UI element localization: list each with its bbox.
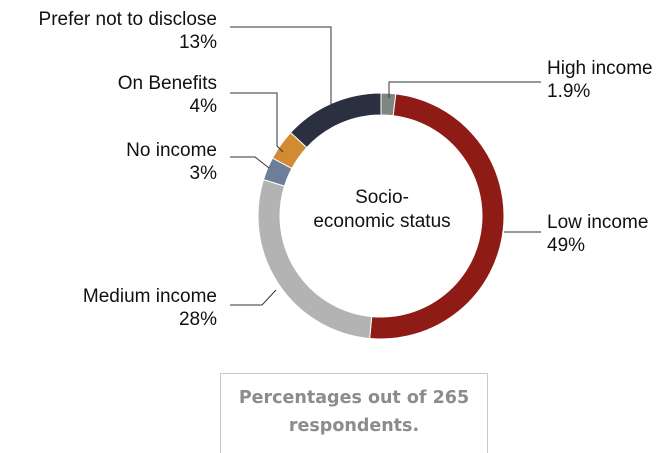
label-no-income-name: No income xyxy=(126,140,217,161)
label-no-income: No income 3% xyxy=(126,139,217,185)
label-high-income: High income 1.9% xyxy=(547,57,653,103)
label-prefer-not-to-disclose-name: Prefer not to disclose xyxy=(38,9,217,30)
label-on-benefits-value: 4% xyxy=(189,96,217,117)
label-high-income-name: High income xyxy=(547,58,653,79)
label-on-benefits: On Benefits 4% xyxy=(118,72,217,118)
label-low-income-name: Low income xyxy=(547,212,649,233)
label-prefer-not-to-disclose-value: 13% xyxy=(178,32,217,53)
label-medium-income-value: 28% xyxy=(178,309,217,330)
leader-line-medium-income xyxy=(230,289,277,306)
label-on-benefits-name: On Benefits xyxy=(117,73,217,94)
center-label: Socio- economic status xyxy=(282,186,482,234)
label-no-income-value: 3% xyxy=(189,163,217,184)
respondents-note-text: Percentages out of 265 respondents. xyxy=(221,384,487,440)
leader-line-prefer-not-to-disclose xyxy=(230,26,332,110)
label-prefer-not-to-disclose: Prefer not to disclose 13% xyxy=(39,8,217,54)
label-high-income-value: 1.9% xyxy=(547,81,591,102)
center-label-line-1: Socio- xyxy=(355,187,409,208)
respondents-note-line-2: respondents. xyxy=(288,416,420,436)
respondents-note-line-1: Percentages out of 265 xyxy=(238,388,470,408)
slice-prefer-not-to-disclose xyxy=(289,92,382,149)
label-low-income-value: 49% xyxy=(547,235,586,256)
leader-line-no-income xyxy=(230,156,270,169)
leader-line-on-benefits xyxy=(230,92,284,153)
label-medium-income-name: Medium income xyxy=(82,286,217,307)
label-medium-income: Medium income 28% xyxy=(83,285,217,331)
center-label-line-2: economic status xyxy=(313,211,451,232)
respondents-note-box: Percentages out of 265 respondents. xyxy=(220,373,488,453)
leader-line-high-income xyxy=(388,81,541,98)
label-low-income: Low income 49% xyxy=(547,211,648,257)
